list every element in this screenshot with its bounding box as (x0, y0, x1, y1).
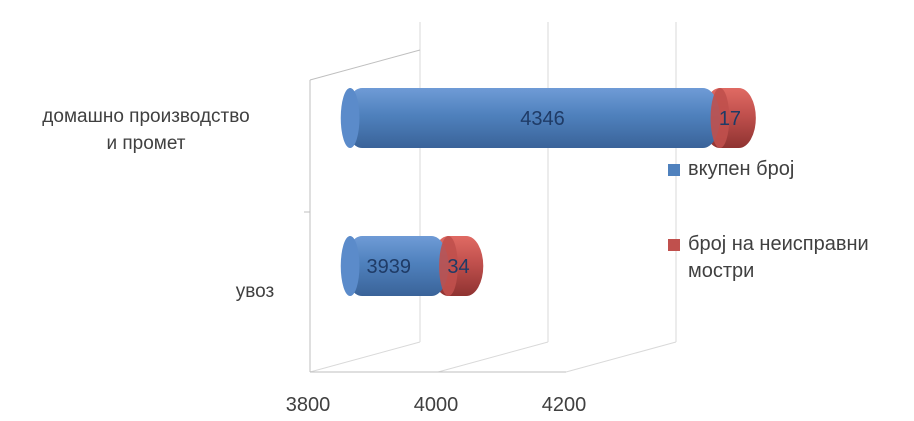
legend-label-total: вкупен број (688, 158, 795, 180)
data-label-total-1: 3939 (366, 256, 411, 278)
x-tick-label-4200: 4200 (542, 394, 587, 416)
chart-axes (304, 22, 677, 373)
category-label-line-0-1: и промет (106, 133, 186, 154)
x-tick-label-4000: 4000 (414, 394, 459, 416)
data-label-defective-1: 34 (447, 256, 469, 278)
legend-item-total: вкупен број (666, 156, 911, 183)
gridline-floor-4000 (437, 341, 549, 373)
category-label-0: домашно производство и промет (0, 103, 296, 157)
category-label-line-1-0: увоз (235, 281, 275, 302)
bar-joint-cap-0 (710, 88, 730, 148)
chart-data-labels: 4346 17 3939 34 (366, 108, 741, 278)
bar-start-cap-1 (340, 236, 360, 296)
legend-item-defective: број на неисправни мостри (666, 231, 911, 285)
data-label-defective-0: 17 (719, 108, 741, 130)
x-axis-tick-labels: 3800 4000 4200 (286, 394, 587, 416)
bar-total-1 (345, 236, 449, 296)
bar-start-cap-0 (340, 88, 360, 148)
category-label-line-0-0: домашно производство (42, 106, 250, 127)
chart-bars (340, 88, 756, 296)
legend-swatch-defective (668, 239, 680, 251)
legend-label-defective-line1: број на неисправни (688, 233, 869, 255)
left-wall-top-edge (309, 49, 421, 81)
gridline-floor-3800 (309, 341, 421, 373)
legend-label-defective-line2: мостри (688, 260, 755, 282)
bar-joint-cap-1 (439, 236, 458, 296)
bar-total-0 (345, 88, 720, 148)
category-label-1: увоз (105, 278, 405, 305)
gridline-floor-4200 (565, 341, 677, 373)
x-tick-label-3800: 3800 (286, 394, 331, 416)
legend: вкупен број број на неисправни мостри (666, 156, 911, 285)
data-label-total-0: 4346 (520, 108, 565, 130)
legend-swatch-total (668, 164, 680, 176)
